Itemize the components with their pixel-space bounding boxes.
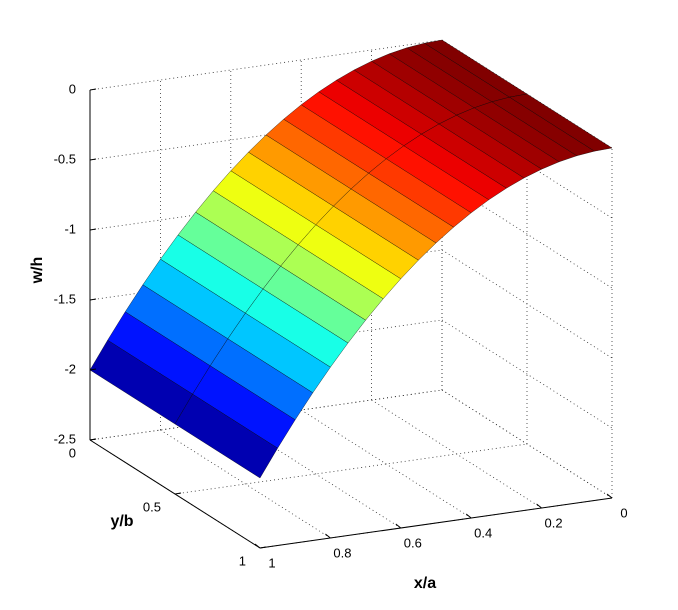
grid-line — [89, 39, 443, 91]
y-tick-label: 0 — [69, 445, 76, 460]
x-tick-label: 0 — [620, 505, 627, 520]
tick-mark — [465, 513, 472, 519]
x-tick-label: 1 — [268, 555, 275, 570]
tick-mark — [259, 546, 267, 549]
y-tick-label: 0.5 — [143, 499, 161, 514]
grid-line — [174, 443, 528, 495]
tick-mark — [89, 158, 97, 161]
tick-mark — [89, 298, 97, 301]
x-axis — [259, 497, 613, 549]
z-axis-label: w/h — [29, 257, 46, 285]
grid-line — [300, 409, 472, 519]
grid-line — [230, 419, 402, 529]
tick-mark — [89, 438, 97, 441]
z-tick-label: -2.5 — [54, 431, 76, 446]
z-tick-label: -1.5 — [54, 291, 76, 306]
grid-line — [160, 429, 331, 539]
grid-line — [441, 319, 613, 429]
tick-mark — [89, 88, 97, 91]
grid-line — [89, 389, 443, 441]
axes-layer: -2.5 -2 -1.5 -1 -0.5 0 0 0.5 1 0 0.2 0.4 0.6 0.8 1 — [54, 81, 628, 570]
tick-mark — [89, 228, 97, 231]
x-tick-label: 0.2 — [545, 515, 563, 530]
x-tick-label: 0.6 — [404, 535, 422, 550]
tick-mark — [89, 368, 97, 371]
x-axis-label: x/a — [414, 575, 436, 592]
tick-mark — [254, 543, 261, 549]
surface — [89, 39, 613, 479]
x-tick-label: 0.8 — [333, 545, 351, 560]
z-tick-label: -1 — [64, 221, 76, 236]
tick-mark — [536, 503, 542, 509]
z-tick-label: -2 — [64, 361, 76, 376]
tick-mark — [325, 533, 331, 539]
tick-mark — [606, 493, 613, 499]
tick-mark — [174, 492, 182, 495]
z-tick-label: 0 — [69, 81, 76, 96]
grid-line — [441, 179, 613, 289]
z-tick-label: -0.5 — [54, 151, 76, 166]
y-tick-label: 1 — [239, 553, 246, 568]
grid-line — [89, 319, 443, 371]
y-axis-label: y/b — [110, 513, 133, 530]
surface-patch — [174, 393, 278, 479]
tick-mark — [395, 523, 402, 529]
x-tick-label: 0.4 — [474, 525, 492, 540]
